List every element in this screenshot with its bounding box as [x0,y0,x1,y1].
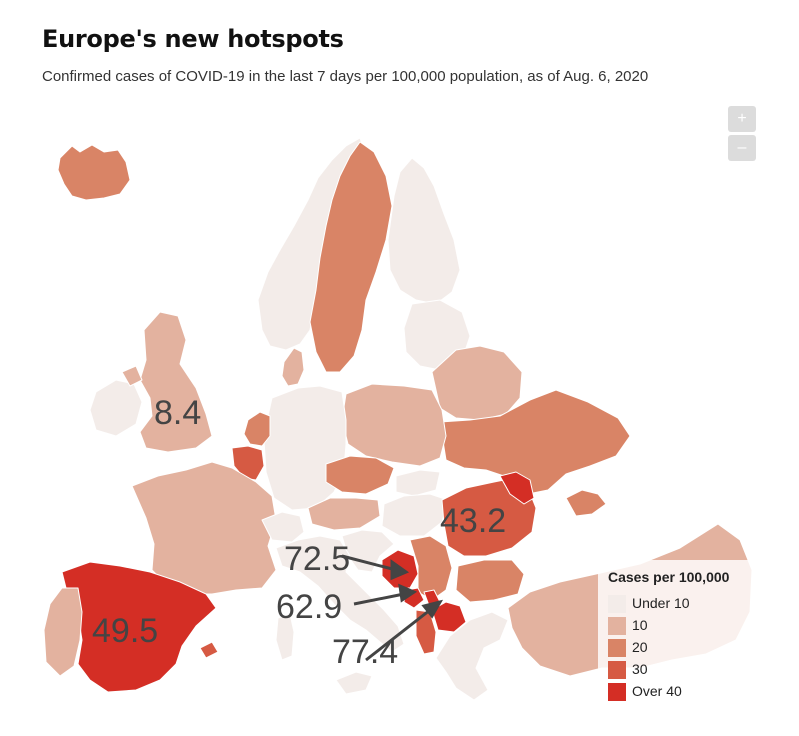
country-croatia[interactable] [341,529,395,573]
country-united-kingdom[interactable] [139,311,213,453]
country-switzerland[interactable] [261,511,305,543]
region-sardinia[interactable] [275,613,295,661]
annotation-arrows [341,554,444,662]
country-spain[interactable] [61,561,217,693]
region-sicily[interactable] [335,671,373,695]
country-ukraine[interactable] [439,389,631,495]
arrowhead-bosnia [390,559,410,581]
country-iceland[interactable] [57,144,131,201]
legend-label: 20 [632,639,648,655]
annotation-bosnia: 72.5 [284,540,350,578]
arrow-bosnia [341,554,397,572]
country-ireland[interactable] [89,379,143,437]
legend: Cases per 100,000 Under 10 10 20 30 Over… [598,560,758,710]
zoom-out-button[interactable]: – [728,135,756,161]
country-hungary[interactable] [381,493,449,537]
country-north-macedonia[interactable] [431,601,467,633]
country-finland[interactable] [387,157,461,305]
arrowhead-montenegro [398,583,418,603]
region-crimea[interactable] [565,489,607,517]
region-balearic-islands[interactable] [199,641,219,659]
country-romania[interactable] [441,477,537,557]
country-czechia[interactable] [325,455,395,495]
legend-label: 30 [632,661,648,677]
country-greece[interactable] [435,611,509,701]
country-sweden[interactable] [309,141,393,373]
legend-swatch [608,639,626,657]
legend-swatch [608,617,626,635]
country-netherlands[interactable] [243,411,271,447]
legend-swatch [608,661,626,679]
country-austria[interactable] [307,497,381,531]
country-belgium[interactable] [231,445,265,481]
arrow-montenegro [353,592,405,606]
legend-label: 10 [632,617,648,633]
country-germany[interactable] [263,385,347,511]
legend-swatch [608,595,626,613]
annotation-spain: 49.5 [92,612,158,650]
legend-title: Cases per 100,000 [608,569,730,585]
country-denmark[interactable] [281,347,305,387]
country-belarus[interactable] [431,345,523,421]
country-portugal[interactable] [43,587,83,677]
annotation-uk: 8.4 [154,394,201,432]
country-slovakia[interactable] [395,469,441,497]
country-moldova[interactable] [499,471,535,505]
page-subtitle: Confirmed cases of COVID-19 in the last … [42,68,649,85]
country-bulgaria[interactable] [455,559,525,603]
legend-label: Over 40 [632,683,682,699]
region-northern-ireland[interactable] [121,365,143,387]
country-serbia[interactable] [409,535,453,601]
country-poland[interactable] [341,383,447,467]
annotation-north-macedonia: 77.4 [332,633,398,671]
arrow-north-macedonia [365,608,431,662]
country-italy[interactable] [275,535,405,653]
country-france[interactable] [131,461,277,595]
legend-label: Under 10 [632,595,690,611]
arrowhead-north-macedonia [421,599,444,619]
annotation-montenegro: 62.9 [276,588,342,626]
legend-swatch [608,683,626,701]
zoom-in-button[interactable]: + [728,106,756,132]
annotation-romania: 43.2 [440,502,506,540]
page-title: Europe's new hotspots [42,25,344,53]
